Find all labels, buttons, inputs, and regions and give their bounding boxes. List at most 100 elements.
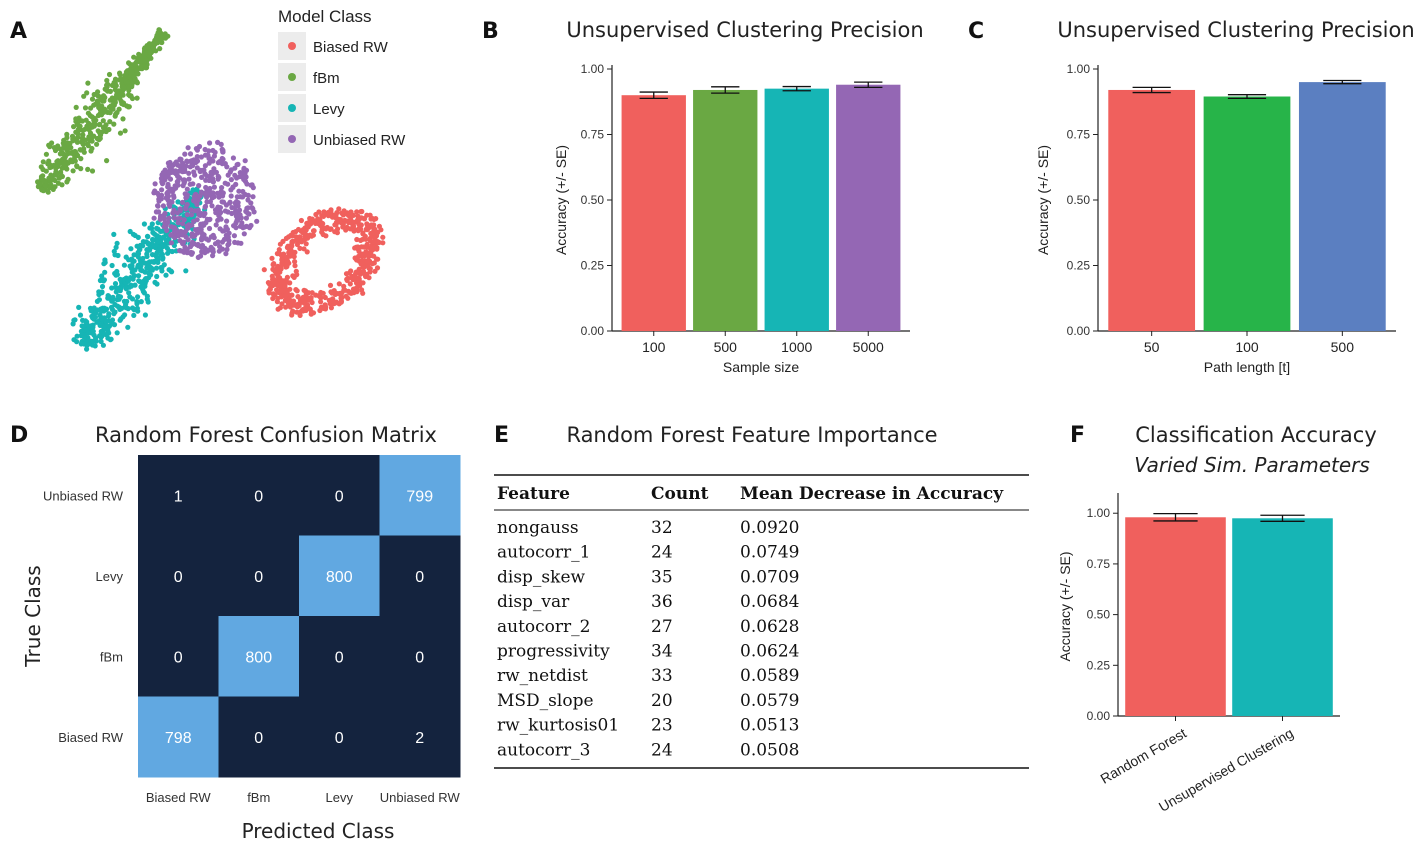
point-biased-rw bbox=[311, 228, 317, 234]
point-biased-rw bbox=[355, 246, 361, 252]
point-biased-rw bbox=[307, 215, 313, 222]
point-unbiased-rw bbox=[161, 212, 167, 218]
point-unbiased-rw bbox=[170, 210, 176, 216]
panel-b: B Unsupervised Clustering Precision 0.00… bbox=[482, 18, 924, 375]
point-levy bbox=[132, 232, 138, 239]
point-unbiased-rw bbox=[189, 212, 195, 218]
point-biased-rw bbox=[270, 282, 276, 289]
point-biased-rw bbox=[283, 286, 289, 292]
point-biased-rw bbox=[322, 294, 328, 301]
point-unbiased-rw bbox=[186, 170, 192, 176]
panel-letter-a: A bbox=[10, 19, 27, 44]
point-biased-rw bbox=[313, 292, 319, 298]
table-cell: MSD_slope bbox=[497, 691, 594, 711]
point-unbiased-rw bbox=[168, 186, 175, 192]
point-unbiased-rw bbox=[240, 174, 246, 180]
table-cell: 0.0589 bbox=[740, 666, 799, 686]
point-unbiased-rw bbox=[210, 232, 216, 238]
point-levy bbox=[114, 240, 120, 246]
table-header: Mean Decrease in Accuracy bbox=[740, 484, 1004, 504]
point-biased-rw bbox=[288, 292, 294, 298]
point-levy bbox=[91, 332, 97, 338]
point-unbiased-rw bbox=[184, 186, 190, 192]
bar bbox=[764, 88, 829, 332]
point-levy bbox=[106, 313, 112, 319]
y-tick-label: Levy bbox=[96, 569, 124, 584]
point-unbiased-rw bbox=[192, 158, 198, 165]
point-levy bbox=[119, 305, 125, 311]
point-fbm bbox=[91, 91, 97, 98]
point-fbm bbox=[136, 51, 142, 58]
matrix-cell bbox=[379, 616, 461, 697]
point-levy bbox=[99, 289, 105, 295]
point-fbm bbox=[78, 156, 84, 162]
point-fbm bbox=[42, 183, 49, 189]
point-biased-rw bbox=[332, 222, 338, 228]
point-biased-rw bbox=[292, 263, 298, 269]
point-fbm bbox=[73, 104, 79, 110]
legend-key-dot bbox=[288, 73, 296, 81]
point-biased-rw bbox=[273, 268, 279, 274]
point-levy bbox=[118, 316, 124, 322]
point-biased-rw bbox=[334, 210, 340, 216]
point-levy bbox=[117, 276, 123, 282]
point-fbm bbox=[106, 126, 112, 133]
point-unbiased-rw bbox=[223, 251, 229, 257]
point-unbiased-rw bbox=[171, 194, 177, 200]
point-unbiased-rw bbox=[237, 212, 243, 218]
matrix-cell-value: 0 bbox=[254, 488, 263, 505]
y-tick-label: 1.00 bbox=[1087, 506, 1111, 520]
point-unbiased-rw bbox=[161, 170, 167, 176]
bar bbox=[1203, 96, 1291, 331]
panel-f: F Classification Accuracy Varied Sim. Pa… bbox=[1057, 423, 1377, 815]
point-fbm bbox=[91, 117, 97, 123]
point-levy bbox=[115, 293, 122, 299]
point-levy bbox=[135, 262, 141, 268]
point-unbiased-rw bbox=[208, 169, 214, 175]
point-unbiased-rw bbox=[181, 166, 187, 172]
point-fbm bbox=[102, 94, 108, 100]
point-unbiased-rw bbox=[233, 181, 239, 187]
legend-key-dot bbox=[288, 42, 296, 50]
bar-chart-b: 0.00 0.25 0.50 0.75 1.00 Accuracy (+/- SE) 100… bbox=[553, 62, 910, 375]
point-biased-rw bbox=[370, 216, 376, 222]
point-unbiased-rw bbox=[152, 181, 158, 187]
point-biased-rw bbox=[380, 234, 386, 240]
point-unbiased-rw bbox=[218, 209, 224, 215]
point-levy bbox=[71, 337, 77, 343]
point-unbiased-rw bbox=[222, 180, 228, 186]
point-fbm bbox=[40, 166, 46, 173]
point-fbm bbox=[104, 158, 110, 164]
point-fbm bbox=[57, 146, 64, 152]
point-biased-rw bbox=[308, 295, 314, 301]
point-fbm bbox=[85, 166, 91, 172]
confusion-matrix: 1 0 0 799 0 0 800 0 0 800 0 0 798 0 0 2 Unbiased RW Levy f… bbox=[43, 455, 461, 805]
point-levy bbox=[138, 299, 144, 305]
y-axis-label: Accuracy (+/- SE) bbox=[1035, 145, 1051, 255]
point-levy bbox=[150, 229, 156, 236]
point-unbiased-rw bbox=[211, 184, 217, 190]
point-unbiased-rw bbox=[202, 163, 208, 169]
point-fbm bbox=[61, 143, 67, 149]
point-fbm bbox=[101, 106, 108, 112]
point-unbiased-rw bbox=[230, 155, 236, 161]
point-biased-rw bbox=[277, 288, 283, 294]
point-unbiased-rw bbox=[206, 160, 212, 166]
point-levy bbox=[112, 284, 119, 290]
point-unbiased-rw bbox=[207, 140, 213, 146]
point-unbiased-rw bbox=[232, 172, 238, 178]
point-biased-rw bbox=[372, 235, 378, 241]
point-levy bbox=[140, 243, 146, 249]
point-unbiased-rw bbox=[192, 172, 198, 178]
point-unbiased-rw bbox=[228, 177, 234, 183]
point-fbm bbox=[154, 32, 160, 38]
cm-x-axis-label: Predicted Class bbox=[242, 819, 395, 841]
point-biased-rw bbox=[294, 304, 300, 310]
point-levy bbox=[155, 257, 161, 263]
point-fbm bbox=[61, 137, 67, 143]
point-fbm bbox=[39, 187, 45, 193]
point-fbm bbox=[142, 63, 148, 69]
point-biased-rw bbox=[294, 272, 300, 278]
panel-letter-b: B bbox=[482, 19, 499, 44]
